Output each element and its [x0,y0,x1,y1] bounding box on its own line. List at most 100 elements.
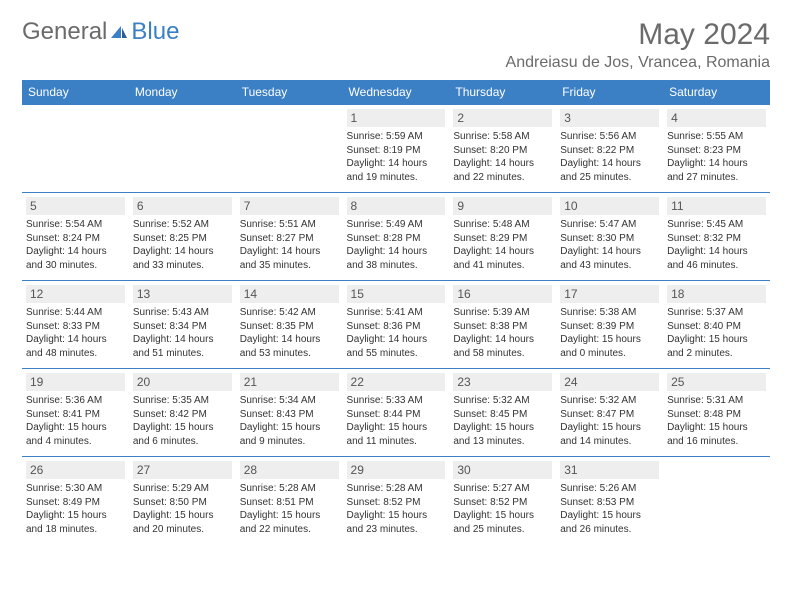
calendar-day-cell: 15 Sunrise: 5:41 AMSunset: 8:36 PMDayligh… [343,281,450,369]
day-info-line: Sunset: 8:35 PM [240,320,339,334]
day-info-line: Sunset: 8:19 PM [347,144,446,158]
logo: General Blue [22,18,179,46]
day-info-line: Sunrise: 5:26 AM [560,482,659,496]
day-info-line: and 11 minutes. [347,435,446,449]
calendar-day-cell [129,105,236,193]
day-info: Sunrise: 5:41 AMSunset: 8:36 PMDaylight:… [347,306,446,360]
calendar-day-cell: 22Sunrise: 5:33 AMSunset: 8:44 PMDayligh… [343,369,450,457]
day-info-line: and 2 minutes. [667,347,766,361]
calendar-day-cell: 12Sunrise: 5:44 AMSunset: 8:33 PMDayligh… [22,281,129,369]
day-info-line: and 38 minutes. [347,259,446,273]
location-text: Andreiasu de Jos, Vrancea, Romania [506,54,770,72]
day-info: Sunrise: 5:47 AMSunset: 8:30 PMDaylight:… [560,218,659,272]
calendar-day-cell: 29Sunrise: 5:28 AMSunset: 8:52 PMDayligh… [343,457,450,545]
day-info-line: Daylight: 15 hours [133,421,232,435]
day-info-line: Sunset: 8:52 PM [347,496,446,510]
day-number: 12 [26,285,125,303]
day-info-line: Daylight: 14 hours [133,245,232,259]
day-info-line: Sunrise: 5:28 AM [347,482,446,496]
day-info: Sunrise: 5:37 AMSunset: 8:40 PMDaylight:… [667,306,766,360]
day-info: Sunrise: 5:51 AMSunset: 8:27 PMDaylight:… [240,218,339,272]
day-info: Sunrise: 5:58 AMSunset: 8:20 PMDaylight:… [453,130,552,184]
day-info-line: Sunset: 8:52 PM [453,496,552,510]
day-info-line: Sunset: 8:24 PM [26,232,125,246]
day-info-line: Sunset: 8:33 PM [26,320,125,334]
calendar-day-cell: 28Sunrise: 5:28 AMSunset: 8:51 PMDayligh… [236,457,343,545]
day-info-line: and 13 minutes. [453,435,552,449]
day-info: Sunrise: 5:49 AMSunset: 8:28 PMDaylight:… [347,218,446,272]
day-info-line: Sunrise: 5:38 AM [560,306,659,320]
day-info: Sunrise: 5:56 AMSunset: 8:22 PMDaylight:… [560,130,659,184]
day-info: Sunrise: 5:48 AMSunset: 8:29 PMDaylight:… [453,218,552,272]
day-info-line: Sunrise: 5:36 AM [26,394,125,408]
day-info-line: Sunrise: 5:27 AM [453,482,552,496]
calendar-day-cell: 4Sunrise: 5:55 AMSunset: 8:23 PMDaylight… [663,105,770,193]
day-info-line: Daylight: 15 hours [560,509,659,523]
day-info-line: and 22 minutes. [240,523,339,537]
day-info-line: Daylight: 14 hours [560,245,659,259]
day-info-line: and 19 minutes. [347,171,446,185]
day-info: Sunrise: 5:26 AMSunset: 8:53 PMDaylight:… [560,482,659,536]
weekday-header: Sunday [22,80,129,105]
day-number: 27 [133,461,232,479]
day-info-line: Daylight: 14 hours [560,157,659,171]
day-info-line: Sunset: 8:44 PM [347,408,446,422]
day-info-line: Daylight: 15 hours [240,421,339,435]
day-number: 2 [453,109,552,127]
day-info-line: Daylight: 15 hours [560,421,659,435]
day-info-line: Sunrise: 5:33 AM [347,394,446,408]
calendar-week-row: 12Sunrise: 5:44 AMSunset: 8:33 PMDayligh… [22,281,770,369]
day-info-line: Sunset: 8:40 PM [667,320,766,334]
title-block: May 2024 Andreiasu de Jos, Vrancea, Roma… [506,18,770,72]
day-number: 15 [347,285,446,303]
day-info-line: Sunset: 8:39 PM [560,320,659,334]
day-number: 4 [667,109,766,127]
calendar-week-row: 19Sunrise: 5:36 AMSunset: 8:41 PMDayligh… [22,369,770,457]
weekday-header-row: SundayMondayTuesdayWednesdayThursdayFrid… [22,80,770,105]
day-info-line: Sunrise: 5:47 AM [560,218,659,232]
day-number: 21 [240,373,339,391]
day-info-line: Sunrise: 5:37 AM [667,306,766,320]
day-info-line: and 4 minutes. [26,435,125,449]
logo-sail-icon [109,24,129,40]
calendar-table: SundayMondayTuesdayWednesdayThursdayFrid… [22,80,770,545]
day-info-line: Sunrise: 5:58 AM [453,130,552,144]
weekday-header: Saturday [663,80,770,105]
calendar-day-cell: 8Sunrise: 5:49 AMSunset: 8:28 PMDaylight… [343,193,450,281]
day-info-line: Sunrise: 5:30 AM [26,482,125,496]
day-info-line: Daylight: 14 hours [453,245,552,259]
day-info-line: Daylight: 15 hours [26,509,125,523]
day-info-line: Daylight: 15 hours [347,509,446,523]
day-number: 23 [453,373,552,391]
day-info: Sunrise: 5:33 AMSunset: 8:44 PMDaylight:… [347,394,446,448]
day-info-line: Daylight: 14 hours [667,157,766,171]
calendar-day-cell: 31Sunrise: 5:26 AMSunset: 8:53 PMDayligh… [556,457,663,545]
day-info: Sunrise: 5:39 AMSunset: 8:38 PMDaylight:… [453,306,552,360]
day-info-line: Sunrise: 5:41 AM [347,306,446,320]
calendar-day-cell: 2 Sunrise: 5:58 AMSunset: 8:20 PMDaylight… [449,105,556,193]
day-info-line: Sunrise: 5:29 AM [133,482,232,496]
day-info-line: Sunset: 8:34 PM [133,320,232,334]
calendar-day-cell: 24Sunrise: 5:32 AMSunset: 8:47 PMDayligh… [556,369,663,457]
day-info-line: Sunrise: 5:48 AM [453,218,552,232]
day-number: 26 [26,461,125,479]
calendar-day-cell: 23Sunrise: 5:32 AMSunset: 8:45 PMDayligh… [449,369,556,457]
calendar-day-cell: 11Sunrise: 5:45 AMSunset: 8:32 PMDayligh… [663,193,770,281]
day-info: Sunrise: 5:29 AMSunset: 8:50 PMDaylight:… [133,482,232,536]
day-info-line: Daylight: 15 hours [26,421,125,435]
day-info-line: Daylight: 15 hours [560,333,659,347]
day-info-line: Sunset: 8:51 PM [240,496,339,510]
day-number: 20 [133,373,232,391]
day-number: 1 [347,109,446,127]
day-info: Sunrise: 5:45 AMSunset: 8:32 PMDaylight:… [667,218,766,272]
day-info-line: Daylight: 14 hours [453,333,552,347]
calendar-day-cell: 27 Sunrise: 5:29 AMSunset: 8:50 PMDayligh… [129,457,236,545]
day-info-line: Sunset: 8:28 PM [347,232,446,246]
logo-text-general: General [22,18,107,46]
calendar-day-cell: 14Sunrise: 5:42 AMSunset: 8:35 PMDayligh… [236,281,343,369]
day-number: 6 [133,197,232,215]
day-info-line: Sunset: 8:43 PM [240,408,339,422]
day-info-line: Daylight: 15 hours [453,421,552,435]
weekday-header: Friday [556,80,663,105]
day-info-line: and 23 minutes. [347,523,446,537]
